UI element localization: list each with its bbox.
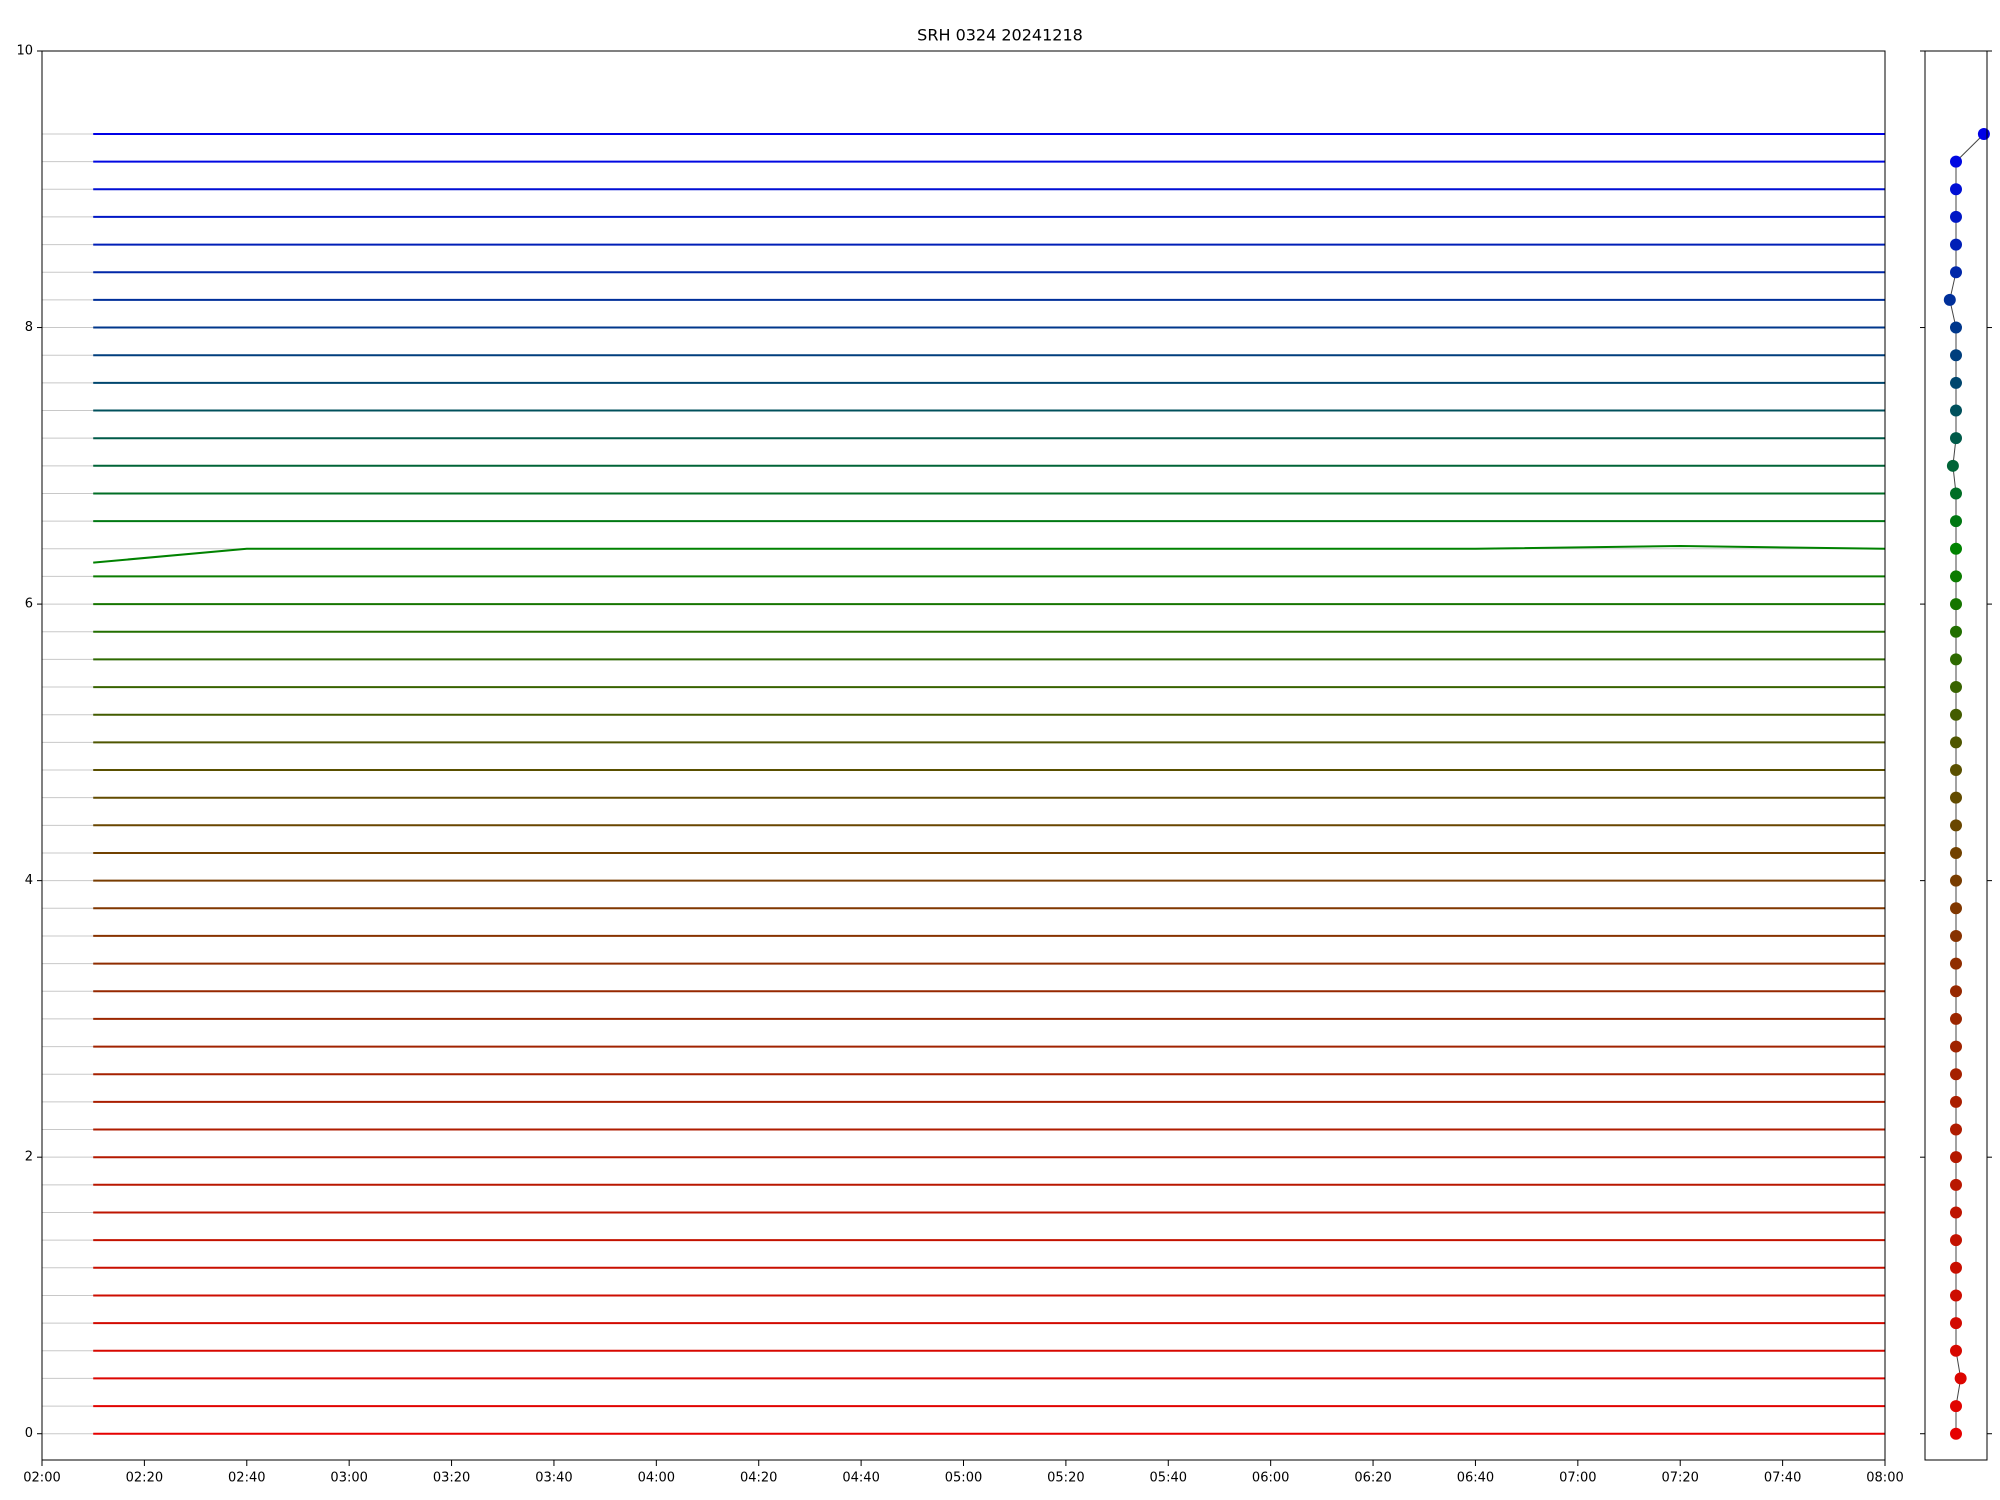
point [1950, 653, 1962, 666]
point [1943, 293, 1956, 306]
x-tick-label: 05:20 [1047, 1471, 1084, 1486]
x-tick-label: 02:40 [228, 1471, 265, 1486]
point [1950, 1178, 1962, 1191]
x-tick-label: 05:00 [945, 1471, 982, 1486]
y-tick-label: 4 [25, 873, 33, 888]
point [1950, 1234, 1962, 1247]
y-tick-label: 0 [25, 1426, 33, 1441]
y-tick-label: 2 [25, 1150, 33, 1165]
plot-frame [41, 50, 1886, 1461]
point [1950, 321, 1962, 334]
point [1950, 183, 1962, 196]
point [1950, 874, 1962, 887]
point [1950, 432, 1962, 445]
point [1950, 708, 1962, 721]
x-tick-label: 07:40 [1764, 1471, 1801, 1486]
point [1950, 570, 1962, 583]
point [1950, 487, 1962, 500]
point [1950, 1261, 1962, 1274]
point [1950, 238, 1962, 251]
x-tick-label: 03:20 [433, 1471, 470, 1486]
point [1950, 957, 1962, 970]
x-tick-label: 02:00 [23, 1471, 60, 1486]
point [1946, 459, 1959, 472]
point [1977, 127, 1990, 140]
x-tick-label: 03:40 [535, 1471, 572, 1486]
point [1950, 791, 1962, 804]
point [1950, 1040, 1962, 1053]
point [1950, 404, 1962, 417]
x-tick-label: 06:40 [1457, 1471, 1494, 1486]
point [1950, 764, 1962, 777]
point [1950, 1151, 1962, 1164]
x-tick-label: 06:20 [1354, 1471, 1391, 1486]
point [1950, 1095, 1962, 1108]
x-tick-label: 07:00 [1559, 1471, 1596, 1486]
point [1950, 266, 1962, 279]
point [1950, 1400, 1962, 1413]
x-tick-label: 02:20 [126, 1471, 163, 1486]
point [1950, 819, 1962, 832]
y-tick-label: 8 [25, 320, 33, 335]
point [1950, 1317, 1962, 1330]
trace [93, 544, 1886, 564]
point [1950, 1068, 1962, 1081]
point [1950, 155, 1962, 168]
point [1950, 681, 1962, 694]
point [1950, 1427, 1962, 1440]
point [1950, 515, 1962, 528]
point [1950, 846, 1962, 859]
x-tick-label: 03:00 [330, 1471, 367, 1486]
x-tick-label: 06:00 [1252, 1471, 1289, 1486]
point [1950, 1206, 1962, 1219]
point [1950, 210, 1962, 223]
x-tick-label: 04:40 [842, 1471, 879, 1486]
x-tick-label: 05:40 [1150, 1471, 1187, 1486]
x-tick-label: 04:00 [638, 1471, 675, 1486]
point [1950, 1344, 1962, 1357]
side-frame [1924, 50, 1988, 1461]
point [1950, 1289, 1962, 1302]
point [1950, 542, 1962, 555]
chart-title: SRH 0324 20241218 [917, 26, 1083, 45]
point [1950, 929, 1962, 942]
point [1950, 376, 1962, 389]
x-tick-label: 04:20 [740, 1471, 777, 1486]
point [1950, 1123, 1962, 1136]
point [1950, 625, 1962, 638]
x-tick-label: 08:00 [1866, 1471, 1903, 1486]
point [1950, 902, 1962, 915]
point [1950, 1012, 1962, 1025]
y-tick-label: 6 [25, 597, 33, 612]
point [1950, 598, 1962, 611]
point [1950, 349, 1962, 362]
x-tick-label: 07:20 [1661, 1471, 1698, 1486]
point [1950, 985, 1962, 998]
point [1954, 1372, 1967, 1385]
point [1950, 736, 1962, 749]
y-tick-label: 10 [16, 44, 33, 59]
